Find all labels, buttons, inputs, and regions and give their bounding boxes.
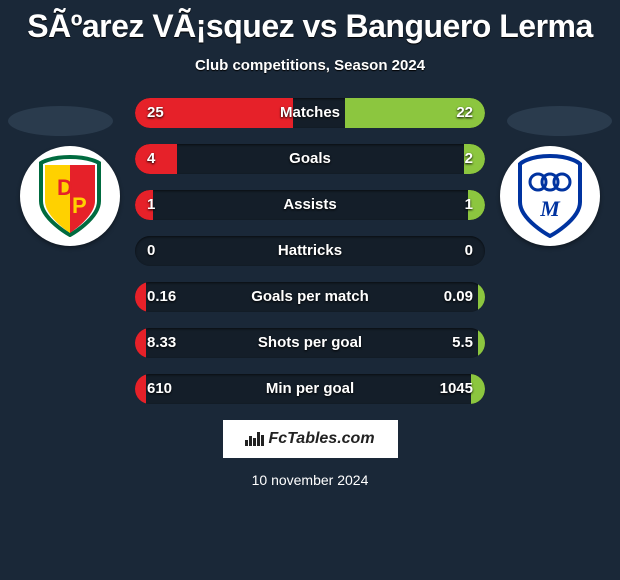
stat-label: Min per goal	[135, 374, 485, 404]
stat-label: Matches	[135, 98, 485, 128]
stat-value-right: 1045	[440, 374, 473, 404]
stat-label: Goals	[135, 144, 485, 174]
stat-label: Shots per goal	[135, 328, 485, 358]
team-badge-right: M	[500, 146, 600, 246]
svg-text:M: M	[539, 196, 561, 221]
branding-text: FcTables.com	[268, 430, 374, 448]
stat-value-right: 22	[456, 98, 473, 128]
team-badge-left: D P	[20, 146, 120, 246]
stat-label: Goals per match	[135, 282, 485, 312]
date-text: 10 november 2024	[0, 472, 620, 488]
stat-row: 1 Assists 1	[135, 190, 485, 220]
stat-row: 25 Matches 22	[135, 98, 485, 128]
stat-value-right: 5.5	[452, 328, 473, 358]
stat-row: 0.16 Goals per match 0.09	[135, 282, 485, 312]
millonarios-crest-icon: M	[514, 154, 586, 238]
stat-value-right: 1	[465, 190, 473, 220]
stat-value-right: 0.09	[444, 282, 473, 312]
bar-chart-icon	[245, 432, 264, 446]
shadow-ellipse-left	[8, 106, 113, 136]
svg-text:P: P	[72, 193, 87, 218]
stat-row: 610 Min per goal 1045	[135, 374, 485, 404]
stat-value-right: 2	[465, 144, 473, 174]
svg-text:D: D	[57, 175, 73, 200]
stat-row: 0 Hattricks 0	[135, 236, 485, 266]
stat-label: Assists	[135, 190, 485, 220]
stat-row: 4 Goals 2	[135, 144, 485, 174]
stat-value-right: 0	[465, 236, 473, 266]
page-title: SÃºarez VÃ¡squez vs Banguero Lerma	[0, 0, 620, 45]
shadow-ellipse-right	[507, 106, 612, 136]
stat-label: Hattricks	[135, 236, 485, 266]
branding-logo[interactable]: FcTables.com	[223, 420, 398, 458]
deportivo-pereira-crest-icon: D P	[35, 155, 105, 237]
stat-row: 8.33 Shots per goal 5.5	[135, 328, 485, 358]
page-subtitle: Club competitions, Season 2024	[0, 57, 620, 74]
